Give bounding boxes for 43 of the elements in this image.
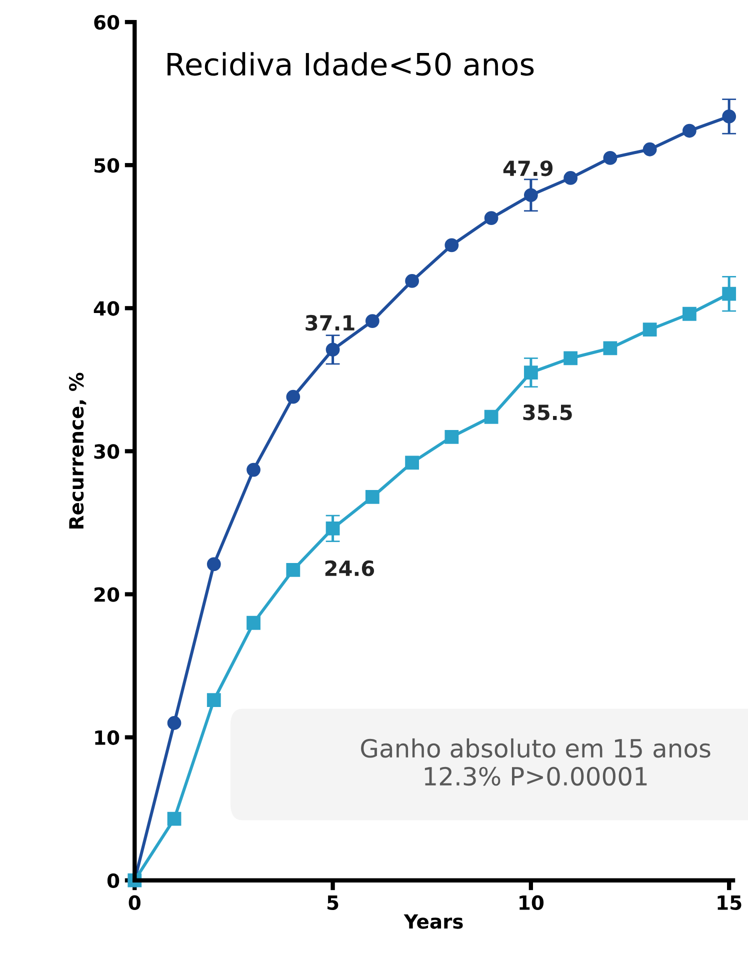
x-tick-label: 0 <box>128 895 140 910</box>
y-tick-label: 40 <box>94 301 120 316</box>
point <box>167 716 182 730</box>
point <box>365 314 380 328</box>
point <box>682 306 696 321</box>
point <box>603 151 618 165</box>
point <box>603 341 618 356</box>
text: Recidiva Idade<50 anos <box>168 52 534 76</box>
point <box>246 462 260 477</box>
point <box>564 171 578 185</box>
y-tick-label: 50 <box>94 158 120 173</box>
y-axis-title: Recurrence, % <box>68 372 86 528</box>
point <box>444 430 459 444</box>
x-tick-label: 5 <box>328 896 338 910</box>
x-tick-label: 15 <box>718 896 742 910</box>
point <box>642 142 657 156</box>
point <box>286 562 300 577</box>
y-tick-label: 10 <box>95 730 120 745</box>
y-tick-label: 30 <box>94 444 120 459</box>
point <box>444 238 459 252</box>
point <box>206 693 221 708</box>
point <box>286 390 300 404</box>
point <box>365 490 380 504</box>
data-label: 24.6 <box>325 560 374 576</box>
y-tick-label: 20 <box>94 587 120 602</box>
point <box>405 274 419 288</box>
point <box>246 616 260 630</box>
point <box>484 410 498 424</box>
point <box>682 124 696 138</box>
point <box>484 211 498 225</box>
point <box>405 456 419 470</box>
y-tick-label: 0 <box>107 873 120 888</box>
point <box>206 557 221 572</box>
data-label: 47.9 <box>503 160 553 176</box>
point <box>642 322 657 337</box>
point <box>564 351 578 366</box>
data-label: 35.5 <box>523 404 572 420</box>
annotation: Ganho absoluto em 15 anos 12.3% P>0.00001 <box>361 738 710 786</box>
point <box>167 812 182 826</box>
y-tick-label: 60 <box>94 15 120 30</box>
x-tick-label: 10 <box>520 895 544 910</box>
data-label: 37.1 <box>306 314 354 331</box>
x-axis-title: Years <box>404 914 463 929</box>
